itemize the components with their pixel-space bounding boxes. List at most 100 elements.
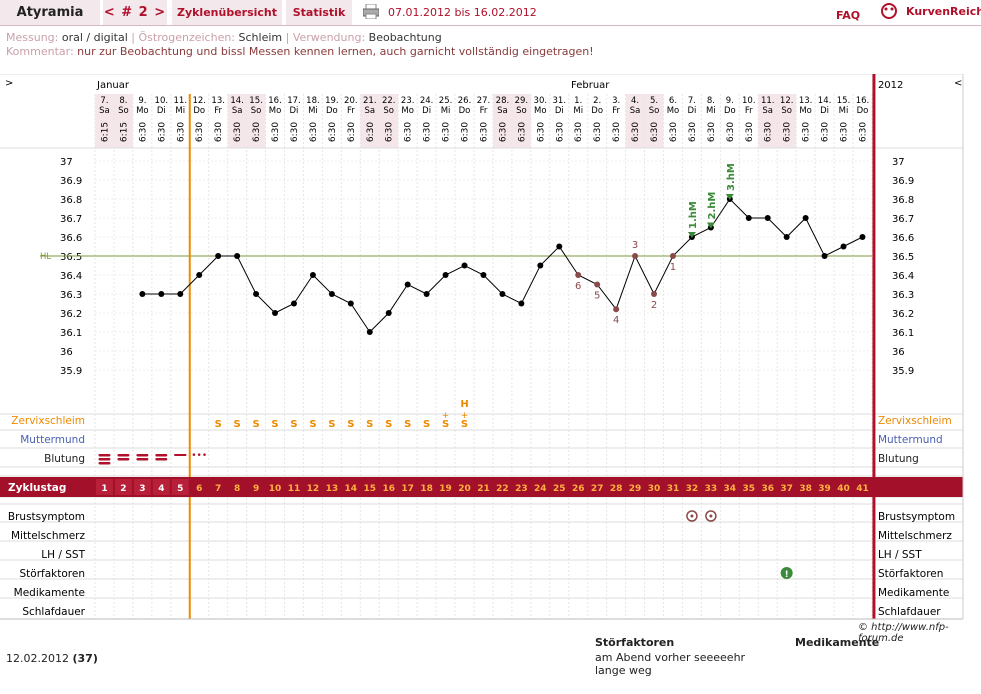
zyklustag-number: 33	[705, 484, 718, 494]
weekend-shade	[227, 94, 247, 148]
zyklustag-number: 13	[326, 484, 339, 494]
zyklustag-cell	[114, 479, 132, 495]
zyklustag-number: 16	[382, 484, 395, 494]
zervix-plus: +	[461, 411, 469, 421]
temperature-point	[821, 253, 828, 259]
zervix-mark: S	[385, 419, 392, 430]
row-label-lh: LH / SST	[41, 549, 85, 561]
weekday: Mo	[269, 106, 282, 116]
high-marker	[687, 232, 696, 238]
y-tick-right: 36.6	[892, 233, 914, 244]
low-label: 2	[651, 300, 657, 311]
temperature-point	[764, 215, 771, 221]
high-label: 3.hM	[726, 163, 737, 191]
zervix-mark: S	[215, 419, 222, 430]
day-number: 6.	[669, 96, 677, 106]
footer-date: 12.02.2012 (37)	[6, 652, 98, 665]
nav-left-arrow[interactable]: >	[5, 78, 13, 89]
tab-zyklenuebersicht[interactable]: Zyklenübersicht	[172, 0, 282, 25]
print-icon[interactable]	[362, 3, 380, 20]
temperature-point	[575, 272, 582, 278]
day-number: 7.	[100, 96, 108, 106]
measure-time: 6:30	[745, 122, 755, 142]
weekday: So	[118, 106, 129, 116]
weekday: So	[781, 106, 792, 116]
weekday: Sa	[497, 106, 508, 116]
temperature-point	[158, 291, 165, 297]
weekday: Mo	[401, 106, 414, 116]
zyklustag-number: 4	[158, 484, 164, 494]
day-number: 9.	[726, 96, 734, 106]
day-number: 13.	[211, 96, 225, 106]
day-number: 17.	[287, 96, 301, 106]
weekday: Do	[857, 106, 869, 116]
brand-name: KurvenReich	[906, 5, 981, 18]
y-tick: 37	[60, 157, 73, 168]
zyklustag-number: 22	[496, 484, 509, 494]
row-label-zervix: Zervixschleim	[11, 415, 85, 427]
day-number: 1.	[574, 96, 582, 106]
measure-time: 6:30	[309, 122, 319, 142]
zyklustag-number: 15	[364, 484, 377, 494]
faq-link[interactable]: FAQ	[836, 9, 861, 22]
measure-time: 6:30	[176, 122, 186, 142]
high-label: 2.hM	[707, 192, 718, 220]
measure-time: 6:30	[252, 122, 262, 142]
day-number: 15.	[249, 96, 263, 106]
zervix-mark: S	[271, 419, 278, 430]
nav-right-arrow[interactable]: <	[954, 78, 962, 89]
temperature-point	[537, 262, 544, 269]
day-number: 18.	[306, 96, 320, 106]
temperature-point	[177, 291, 184, 297]
measure-time: 6:30	[385, 122, 395, 142]
y-tick: 36.3	[60, 290, 82, 301]
temperature-point	[272, 310, 279, 316]
footer-medi-heading: Medikamente	[795, 636, 880, 649]
day-number: 26.	[458, 96, 472, 106]
bleeding-mark	[174, 454, 187, 456]
measure-time: 6:30	[612, 122, 622, 142]
year-label: 2012	[878, 80, 903, 91]
day-number: 15.	[837, 96, 851, 106]
day-number: 22.	[382, 96, 396, 106]
y-tick: 35.9	[60, 366, 82, 377]
weekday: So	[383, 106, 394, 116]
zyklustag-cell	[96, 479, 113, 495]
zyklustag-number: 41	[856, 484, 869, 494]
day-number: 7.	[688, 96, 696, 106]
weekday: Fr	[480, 106, 488, 116]
measure-time: 6:30	[442, 122, 452, 142]
day-number: 10.	[155, 96, 169, 106]
zyklustag-number: 19	[439, 484, 452, 494]
zyklustag-number: 31	[667, 484, 680, 494]
temperature-point	[651, 291, 658, 297]
y-tick: 36	[60, 347, 73, 358]
cycle-nav[interactable]: < # 2 >	[103, 0, 167, 25]
temperature-point	[290, 300, 297, 307]
top-bar: Atyramia < # 2 > Zyklenübersicht Statist…	[0, 0, 981, 25]
zyklustag-number: 18	[420, 484, 433, 494]
breast-symptom-icon	[705, 510, 717, 522]
zervix-mark: S	[309, 419, 316, 430]
y-tick-right: 36.4	[892, 271, 914, 282]
y-tick-right: 36	[892, 347, 905, 358]
day-number: 2.	[593, 96, 601, 106]
y-tick-right: 36.3	[892, 290, 914, 301]
measure-time: 6:30	[157, 122, 167, 142]
zyklustag-number: 39	[818, 484, 831, 494]
bleeding-mark	[117, 454, 130, 457]
bleeding-mark	[136, 454, 149, 457]
tab-statistik[interactable]: Statistik	[286, 0, 352, 25]
measure-time: 6:30	[593, 122, 603, 142]
temperature-point	[328, 291, 335, 297]
low-label: 5	[594, 291, 600, 302]
meta-line-2: Kommentar: nur zur Beobachtung und bissl…	[6, 45, 594, 58]
zyklustag-cell	[171, 479, 189, 495]
weekday: Di	[687, 106, 696, 116]
zyklustag-number: 10	[269, 484, 282, 494]
month-februar: Februar	[571, 80, 610, 91]
weekday: Mi	[308, 106, 318, 116]
zyklustag-number: 21	[477, 484, 490, 494]
measure-time: 6:30	[517, 122, 527, 142]
